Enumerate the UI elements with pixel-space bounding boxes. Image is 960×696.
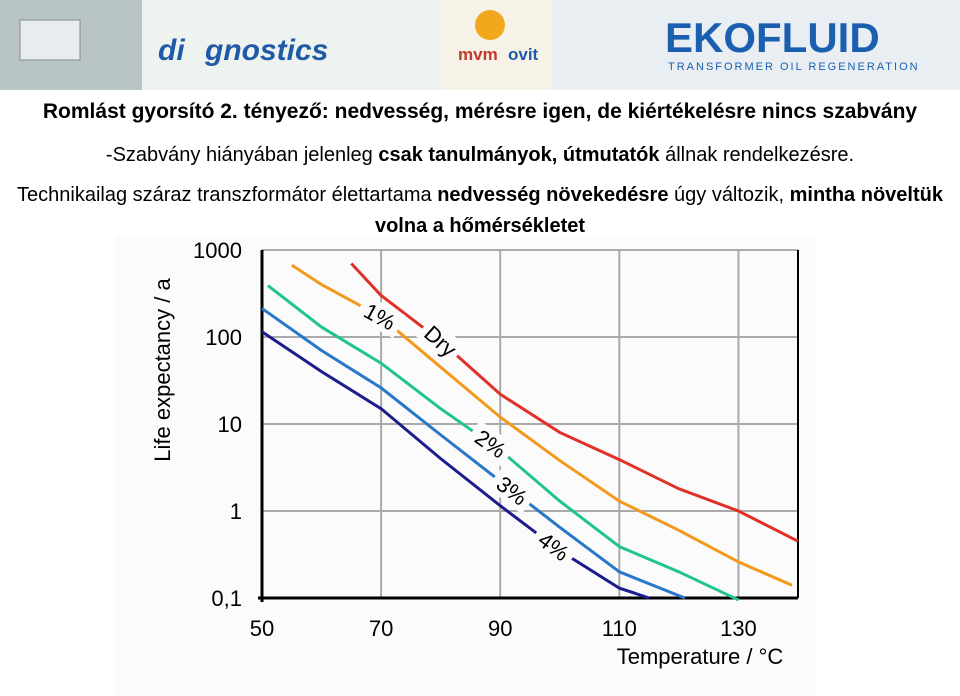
label-bg: [528, 522, 580, 570]
x-tick-label: 90: [488, 616, 512, 641]
label-bg: [354, 294, 406, 339]
sun-icon: [475, 10, 505, 40]
logo-text: mvm: [458, 45, 498, 64]
x-tick-label: 70: [369, 616, 393, 641]
y-tick-label: 100: [205, 325, 242, 350]
logo-text: TRANSFORMER OIL REGENERATION: [668, 61, 920, 73]
logo-text: di: [158, 34, 185, 67]
x-tick-label: 110: [602, 616, 637, 641]
x-tick-label: 130: [720, 616, 757, 641]
logo-text: gnostics: [204, 34, 328, 67]
text-bold: csak tanulmányok, útmutatók: [378, 144, 660, 166]
text: Technikailag száraz transzformátor élett…: [17, 184, 438, 206]
y-tick-label: 0,1: [211, 586, 242, 611]
text-line: -Szabvány hiányában jelenleg csak tanulm…: [0, 144, 960, 167]
label-bg: [465, 420, 517, 467]
y-tick-label: 1: [230, 499, 242, 524]
x-tick-label: 50: [250, 616, 274, 641]
logo-bg: [552, 0, 960, 90]
logo-text: EKOFLUID: [665, 14, 880, 61]
line-series: [261, 307, 686, 600]
text-bold: nedvesség növekedésre: [437, 184, 669, 206]
y-axis-label: Life expectancy / a: [150, 278, 175, 462]
chart-bg: [115, 236, 815, 696]
text-line: Technikailag száraz transzformátor élett…: [15, 180, 945, 242]
text-bold: mintha növeltük volna a hőmérsékletet: [374, 184, 943, 237]
line-series: [290, 263, 793, 587]
text: úgy változik,: [668, 184, 790, 206]
text: -Szabvány hiányában jelenleg: [105, 144, 379, 166]
headline: Romlást gyorsító 2. tényező: nedvesség, …: [42, 100, 918, 123]
y-tick-label: 1000: [193, 238, 242, 263]
logo-text: ovit: [508, 45, 539, 64]
label-bg: [486, 466, 538, 515]
line-series: [350, 262, 799, 543]
y-tick-label: 10: [218, 412, 242, 437]
monitor-icon: [19, 19, 81, 61]
label-bg: [415, 316, 466, 366]
text: állnak rendelkezésre.: [659, 144, 855, 166]
logo-bg: [142, 0, 442, 90]
line-series: [261, 330, 650, 600]
x-axis-label: Temperature / °C: [617, 644, 784, 669]
header: di gnostics mvm ovit EKOFLUID TRANSFORME…: [0, 0, 960, 90]
